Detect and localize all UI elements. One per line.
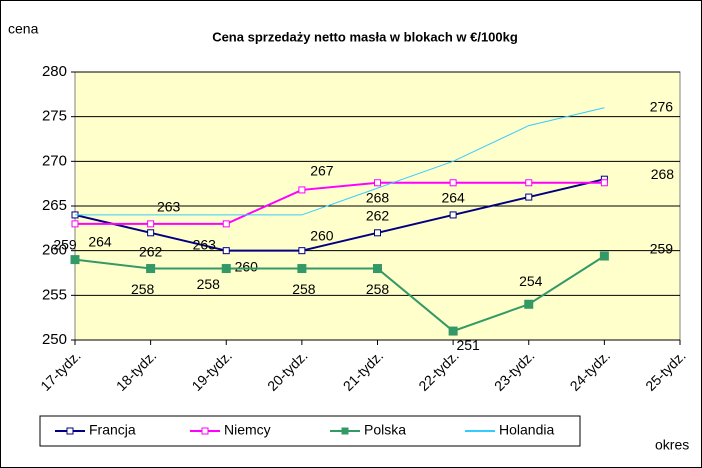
- series-line: [75, 107, 605, 216]
- y-tick-label: 265: [42, 197, 67, 214]
- marker: [222, 220, 230, 228]
- data-label: 264: [88, 234, 112, 250]
- marker: [448, 326, 458, 336]
- marker: [147, 229, 155, 237]
- data-label: 258: [366, 281, 390, 297]
- data-label: 262: [366, 208, 390, 224]
- marker: [147, 220, 155, 228]
- data-label: 262: [139, 244, 163, 260]
- y-tick-label: 270: [42, 152, 67, 169]
- series-line: [74, 178, 605, 252]
- marker: [298, 247, 306, 255]
- marker: [525, 179, 533, 187]
- marker: [221, 264, 231, 274]
- data-label: 267: [310, 163, 334, 179]
- legend-label: Polska: [364, 422, 406, 438]
- series-line: [74, 255, 605, 333]
- data-label: 263: [193, 237, 217, 253]
- data-label: 260: [235, 258, 259, 274]
- marker: [146, 264, 156, 274]
- data-label: 263: [157, 199, 181, 215]
- y-tick-label: 255: [42, 286, 67, 303]
- marker: [70, 255, 80, 265]
- marker: [374, 179, 381, 187]
- legend-marker: [341, 427, 349, 435]
- legend-label: Francja: [89, 422, 136, 438]
- data-label: 264: [441, 190, 465, 206]
- marker: [222, 247, 230, 255]
- data-label: 251: [456, 337, 480, 353]
- data-label: 259: [650, 241, 674, 257]
- marker: [525, 193, 533, 201]
- data-label: 254: [519, 273, 543, 289]
- marker: [373, 264, 382, 274]
- y-tick-label: 275: [42, 108, 67, 125]
- y-tick-label: 250: [42, 331, 67, 348]
- data-label: 258: [292, 281, 316, 297]
- data-label: 258: [197, 276, 221, 292]
- data-label: 276: [650, 98, 674, 114]
- y-tick-label: 260: [42, 242, 67, 259]
- legend-marker: [66, 427, 74, 435]
- legend-marker: [201, 427, 209, 435]
- marker: [524, 299, 534, 309]
- marker: [449, 179, 457, 187]
- marker: [298, 186, 306, 194]
- marker: [449, 211, 457, 219]
- marker: [71, 220, 79, 228]
- series-line: [75, 181, 605, 225]
- legend-label: Niemcy: [224, 422, 271, 438]
- legend-label: Holandia: [499, 422, 554, 438]
- marker: [600, 179, 608, 187]
- marker: [374, 229, 381, 237]
- x-axis-label: okres: [655, 437, 689, 453]
- data-label: 268: [651, 166, 675, 182]
- y-axis-label: cena: [8, 21, 39, 37]
- chart-title: Cena sprzedaży netto masła w blokach w €…: [212, 29, 518, 44]
- y-tick-label: 280: [42, 63, 67, 80]
- data-label: 259: [53, 236, 77, 252]
- marker: [599, 251, 609, 261]
- marker: [297, 264, 307, 274]
- data-label: 260: [310, 227, 334, 243]
- data-label: 268: [366, 189, 390, 205]
- data-label: 258: [131, 281, 155, 297]
